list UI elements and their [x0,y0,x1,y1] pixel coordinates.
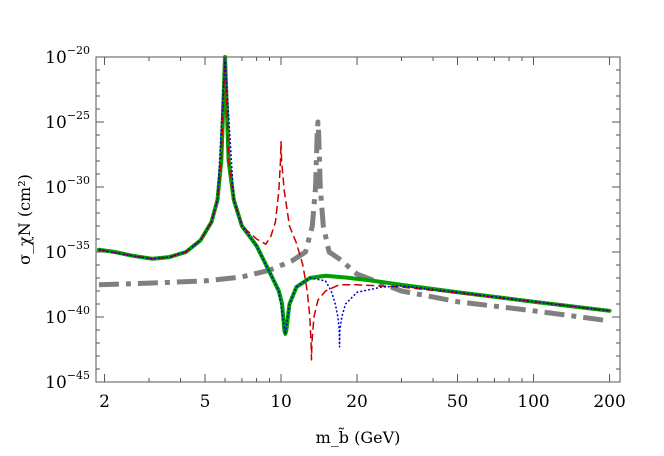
y-tick-label: 10−35 [45,239,90,263]
y-tick-exponent: −35 [67,239,90,252]
y-axis-title: σ_χN (cm²) [15,174,34,265]
y-tick-label: 10−45 [45,369,90,393]
x-tick-label: 20 [346,392,368,412]
series-layer [96,55,612,361]
y-tick-exponent: −40 [67,304,90,317]
series-line-1 [98,119,610,324]
tick-layer [96,56,620,383]
plot-frame [95,56,621,383]
x-tick-label: 100 [517,392,549,412]
y-tick-base: 10 [45,178,67,198]
y-tick-base: 10 [45,243,67,263]
series-line-4 [98,56,610,348]
y-tick-base: 10 [45,48,67,68]
x-tick-label: 5 [200,392,211,412]
y-tick-exponent: −20 [67,44,90,57]
y-tick-base: 10 [45,113,67,133]
y-tick-label: 10−40 [45,304,90,328]
x-tick-label: 10 [270,392,292,412]
x-axis-title: m_b̃ (GeV) [316,427,401,447]
x-tick-label: 2 [99,392,110,412]
label-layer: 2 5 10 20 50 100 20010−4510−4010−3510−3010−251… [45,44,626,412]
y-tick-exponent: −30 [67,174,90,187]
y-tick-label: 10−20 [45,44,90,68]
y-tick-exponent: −45 [67,369,90,382]
x-tick-label: 200 [593,392,625,412]
y-tick-base: 10 [45,308,67,328]
y-tick-exponent: −25 [67,109,90,122]
y-tick-base: 10 [45,373,67,393]
y-tick-label: 10−25 [45,109,90,133]
x-tick-label: 50 [447,392,469,412]
y-tick-label: 10−30 [45,174,90,198]
